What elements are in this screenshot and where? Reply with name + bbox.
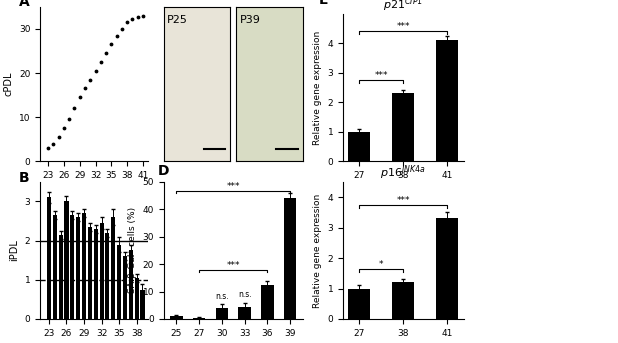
Y-axis label: Relative gene expression: Relative gene expression [313, 193, 322, 308]
Bar [82, 213, 86, 319]
Text: ***: *** [397, 22, 410, 32]
Bar [99, 223, 104, 319]
Bar [216, 308, 228, 319]
Bar [140, 289, 145, 319]
X-axis label: Passage #: Passage # [69, 186, 120, 196]
Text: P25: P25 [167, 14, 188, 25]
Text: ***: *** [375, 71, 388, 80]
Bar [239, 307, 251, 319]
Bar [53, 215, 57, 319]
Text: P39: P39 [240, 14, 261, 25]
Bar [123, 256, 127, 319]
Bar [76, 217, 80, 319]
Bar [117, 245, 121, 319]
Bar [88, 227, 92, 319]
Bar [135, 278, 138, 319]
Text: E: E [318, 0, 328, 7]
Bar [349, 132, 370, 161]
Bar [392, 282, 414, 319]
Bar [94, 229, 98, 319]
Text: n.s.: n.s. [238, 290, 252, 299]
Bar [111, 217, 116, 319]
Bar [436, 40, 458, 161]
Y-axis label: cPDL: cPDL [3, 72, 14, 96]
Bar [193, 318, 205, 319]
Text: B: B [19, 171, 29, 185]
Text: n.s.: n.s. [215, 292, 229, 301]
Title: $\it{p16}^{INK4a}$: $\it{p16}^{INK4a}$ [380, 163, 426, 182]
Bar [47, 198, 51, 319]
Y-axis label: SA-β-Gal⁺ cells (%): SA-β-Gal⁺ cells (%) [128, 207, 137, 294]
Bar [284, 198, 297, 319]
Bar [392, 93, 414, 161]
Text: ***: *** [227, 261, 240, 270]
Bar [349, 288, 370, 319]
Y-axis label: Relative gene expression: Relative gene expression [313, 30, 322, 145]
Text: ***: *** [227, 182, 240, 191]
Bar [105, 233, 109, 319]
Text: *: * [379, 260, 384, 269]
Bar [129, 250, 133, 319]
Text: ***: *** [397, 196, 410, 205]
Bar [170, 316, 182, 319]
Bar [261, 285, 274, 319]
Bar [64, 201, 69, 319]
Bar [59, 235, 62, 319]
Text: A: A [19, 0, 29, 9]
Bar [436, 218, 458, 319]
Y-axis label: iPDL: iPDL [9, 239, 19, 261]
Bar [70, 215, 74, 319]
Text: D: D [158, 164, 169, 178]
Title: $\it{p21}^{CIP1}$: $\it{p21}^{CIP1}$ [383, 0, 423, 14]
